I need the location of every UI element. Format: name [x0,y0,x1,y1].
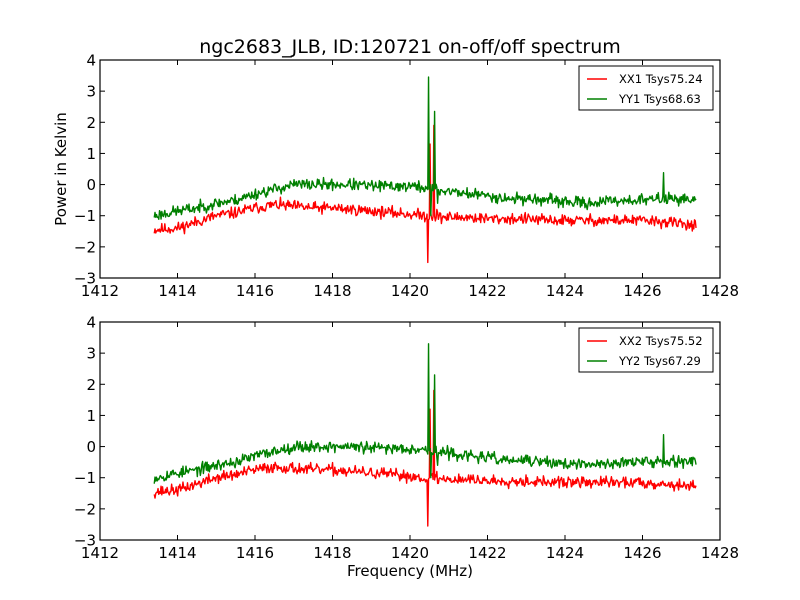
y-tick-label: 1 [86,145,96,163]
y-tick-label: 3 [86,83,96,101]
x-tick-label: 1416 [236,282,274,300]
legend: XX1 Tsys75.24 YY1 Tsys68.63 [578,65,714,111]
legend-box [578,65,714,111]
y-tick-label: 3 [86,345,96,363]
legend-label: YY2 Tsys67.29 [618,354,701,368]
x-tick-label: 1426 [623,282,661,300]
legend: XX2 Tsys75.52 YY2 Tsys67.29 [578,327,714,373]
x-axis-label: Frequency (MHz) [347,562,473,580]
series-line-xx1 [153,124,697,264]
y-tick-label: −1 [74,207,96,225]
series-line-xx2 [153,389,697,527]
x-tick-label: 1428 [701,282,739,300]
x-tick-label: 1418 [313,544,351,562]
y-tick-label: −3 [74,270,96,288]
y-tick-label: 0 [86,176,96,194]
legend-box [578,327,714,373]
series-line-yy2 [153,343,697,484]
x-tick-label: 1424 [546,544,584,562]
x-tick-label: 1428 [701,544,739,562]
chart-title: ngc2683_JLB, ID:120721 on-off/off spectr… [199,36,621,58]
y-tick-label: 4 [86,314,96,332]
y-tick-label: 2 [86,114,96,132]
y-tick-label: 0 [86,438,96,456]
y-tick-label: 2 [86,376,96,394]
y-axis-label: Power in Kelvin [52,112,70,226]
x-tick-label: 1418 [313,282,351,300]
x-tick-label: 1424 [546,282,584,300]
legend-label: XX1 Tsys75.24 [619,72,703,86]
y-tick-label: −2 [74,500,96,518]
upper-subplot: 1412 1414 1416 1418 1420 1422 1424 1426 1428−3−2… [52,52,739,301]
x-tick-label: 1420 [391,282,429,300]
x-tick-label: 1422 [468,544,506,562]
x-tick-label: 1426 [623,544,661,562]
x-tick-label: 1422 [468,282,506,300]
legend-label: YY1 Tsys68.63 [618,92,701,106]
y-tick-label: −3 [74,532,96,550]
lower-subplot: 1412 1414 1416 1418 1420 1422 1424 1426 1428−3−2… [74,314,739,581]
x-tick-label: 1412 [81,282,119,300]
y-tick-label: 1 [86,407,96,425]
series-line-yy1 [153,76,697,220]
x-tick-label: 1414 [158,544,196,562]
x-tick-label: 1420 [391,544,429,562]
y-tick-label: −1 [74,469,96,487]
x-tick-label: 1412 [81,544,119,562]
legend-label: XX2 Tsys75.52 [619,334,703,348]
y-tick-label: 4 [86,52,96,70]
x-tick-label: 1416 [236,544,274,562]
x-tick-label: 1414 [158,282,196,300]
y-tick-label: −2 [74,238,96,256]
